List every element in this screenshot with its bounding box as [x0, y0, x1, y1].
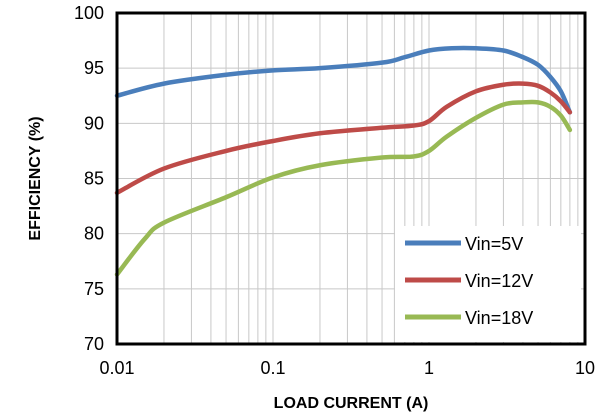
series-line-0: [114, 45, 573, 115]
series-line-2: [114, 99, 573, 277]
y-tick-label: 95: [84, 58, 104, 78]
x-axis-title: LOAD CURRENT (A): [274, 395, 429, 412]
y-tick-label: 85: [84, 169, 104, 189]
x-tick-label: 0.1: [260, 358, 285, 378]
tick-labels: 0.01 0.1 1 10 70 75 80 85 90 95 100: [74, 3, 595, 378]
plot-frame: [115, 11, 587, 346]
y-axis-title: EFFICIENCY (%): [27, 116, 44, 240]
y-tick-label: 90: [84, 113, 104, 133]
legend: Vin=5V Vin=12V Vin=18V: [395, 226, 581, 342]
series-line-1: [114, 81, 573, 196]
y-tick-label: 100: [74, 3, 104, 23]
x-tick-label: 1: [424, 358, 434, 378]
legend-label-2: Vin=18V: [465, 308, 533, 328]
x-tick-label: 10: [575, 358, 595, 378]
legend-label-0: Vin=5V: [465, 234, 523, 254]
legend-label-1: Vin=12V: [465, 271, 533, 291]
series-lines: [114, 45, 573, 277]
x-tick-label: 0.01: [99, 358, 134, 378]
y-tick-label: 75: [84, 279, 104, 299]
y-tick-label: 80: [84, 224, 104, 244]
y-tick-label: 70: [84, 334, 104, 354]
